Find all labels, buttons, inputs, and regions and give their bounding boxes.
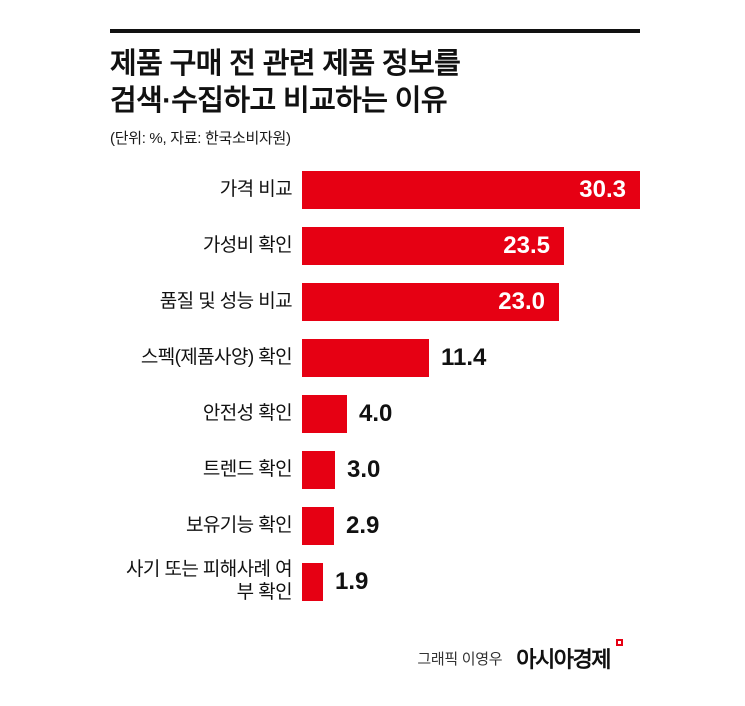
bar (302, 507, 334, 546)
bar-track: 30.3 (302, 171, 725, 210)
bar (302, 563, 323, 602)
category-label: 트렌드 확인 (202, 458, 293, 480)
value-label: 23.0 (498, 288, 545, 316)
bar (302, 451, 335, 490)
category-label: 스펙(제품사양) 확인 (140, 346, 293, 368)
chart-row: 품질 및 성능 비교 23.0 (110, 283, 725, 322)
chart-row: 트렌드 확인 3.0 (110, 451, 725, 490)
bar (302, 395, 347, 434)
footer: 그래픽 이영우 아시아경제 (417, 639, 623, 674)
category-label: 안전성 확인 (202, 402, 293, 424)
category-label: 가격 비교 (219, 178, 293, 200)
value-label: 11.4 (441, 344, 487, 372)
chart-title-line2: 검색·수집하고 비교하는 이유 (110, 85, 448, 118)
chart-row: 보유기능 확인 2.9 (110, 507, 725, 546)
bar: 23.5 (302, 227, 564, 266)
top-rule-divider (110, 29, 640, 33)
graphic-credit: 그래픽 이영우 (417, 650, 503, 668)
bar-track: 1.9 (302, 563, 725, 602)
chart-row: 안전성 확인 4.0 (110, 395, 725, 434)
brand-mark-icon (616, 639, 623, 646)
chart-subtitle: (단위: %, 자료: 한국소비자원) (110, 130, 291, 148)
category-label: 보유기능 확인 (186, 514, 293, 536)
category-label: 가성비 확인 (202, 234, 293, 256)
value-label: 1.9 (335, 568, 369, 596)
category-label: 사기 또는 피해사례 여부 확인 (126, 559, 293, 604)
chart-title-line1: 제품 구매 전 관련 제품 정보를 (110, 48, 461, 80)
value-label: 3.0 (347, 456, 381, 484)
bar-track: 3.0 (302, 451, 725, 490)
bar: 23.0 (302, 283, 559, 322)
chart-row: 가성비 확인 23.5 (110, 227, 725, 266)
value-label: 2.9 (346, 512, 380, 540)
bar-track: 23.5 (302, 227, 725, 266)
bar-track: 23.0 (302, 283, 725, 322)
chart-row: 사기 또는 피해사례 여부 확인 1.9 (110, 559, 725, 603)
chart-row: 스펙(제품사양) 확인 11.4 (110, 339, 725, 378)
chart-title: 제품 구매 전 관련 제품 정보를 검색·수집하고 비교하는 이유 (110, 46, 745, 120)
bar-track: 4.0 (302, 395, 725, 434)
bar-track: 11.4 (302, 339, 725, 378)
brand-logo: 아시아경제 (516, 639, 623, 674)
value-label: 30.3 (579, 176, 626, 204)
chart-row: 가격 비교 30.3 (110, 171, 725, 210)
bar-track: 2.9 (302, 507, 725, 546)
value-label: 23.5 (503, 232, 550, 260)
brand-logo-text: 아시아경제 (516, 647, 611, 672)
category-label: 품질 및 성능 비교 (159, 290, 293, 312)
bar: 30.3 (302, 171, 640, 210)
value-label: 4.0 (359, 400, 393, 428)
bar-chart: 가격 비교 30.3 가성비 확인 23.5 품질 및 성능 비교 23.0 스펙(제품사양… (110, 171, 745, 603)
bar (302, 339, 429, 378)
